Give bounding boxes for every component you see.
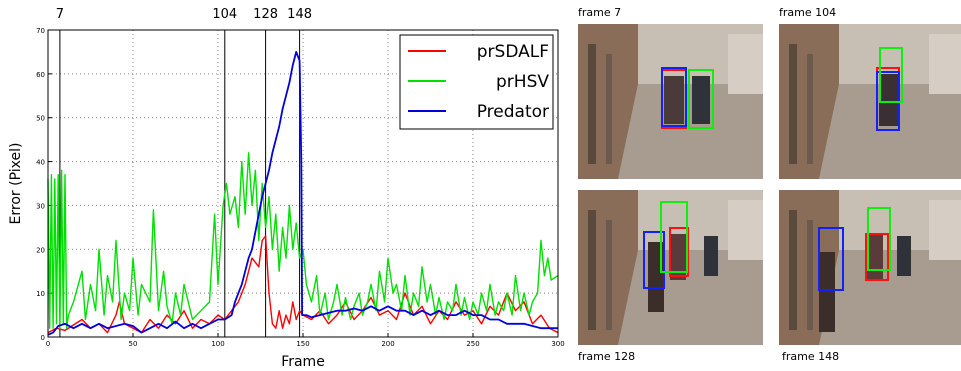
frame-marker-label: 128 (253, 7, 278, 22)
y-tick-label: 60 (36, 71, 45, 79)
frame-image-148 (779, 190, 961, 345)
series-line-predator (47, 51, 558, 336)
y-tick-label: 0 (41, 334, 45, 342)
x-tick-label: 0 (46, 340, 50, 348)
frame-caption-4: frame 148 (782, 350, 840, 363)
frame-marker-label: 148 (287, 7, 312, 22)
frame-marker-label: 104 (212, 7, 237, 22)
chart-series (47, 51, 559, 336)
frame-caption-1: frame 7 (578, 6, 622, 19)
frame-image-7 (578, 24, 763, 179)
legend-label: Predator (477, 102, 549, 122)
frame-marker-label: 7 (56, 7, 64, 22)
series-line-prhsv (47, 152, 559, 329)
frame-image-104 (779, 24, 961, 179)
x-tick-label: 100 (211, 340, 224, 348)
x-tick-label: 300 (551, 340, 564, 348)
x-tick-label: 200 (381, 340, 394, 348)
frame-caption-3: frame 128 (578, 350, 636, 363)
y-tick-label: 50 (36, 115, 45, 123)
legend-label: prSDALF (477, 42, 549, 62)
y-tick-label: 10 (36, 290, 45, 298)
plot-frame (47, 29, 559, 338)
error-line-chart: 0 50 100 150 200 250 300 0 10 20 30 40 50 60 70 7 104 1… (8, 7, 565, 370)
x-tick-label: 50 (129, 340, 138, 348)
frame-caption-2: frame 104 (779, 6, 837, 19)
x-tick-label: 250 (466, 340, 479, 348)
y-tick-label: 40 (36, 159, 45, 167)
y-axis-label: Error (Pixel) (8, 143, 24, 225)
x-axis-ticks: 0 50 100 150 200 250 300 (46, 333, 565, 348)
chart-legend: prSDALF prHSV Predator (399, 34, 554, 130)
x-tick-label: 150 (296, 340, 309, 348)
legend-label: prHSV (496, 72, 549, 92)
frame-image-128 (578, 190, 763, 345)
y-tick-label: 20 (36, 246, 45, 254)
y-tick-label: 70 (36, 27, 45, 35)
x-axis-label: Frame (281, 354, 325, 370)
y-tick-label: 30 (36, 202, 45, 210)
